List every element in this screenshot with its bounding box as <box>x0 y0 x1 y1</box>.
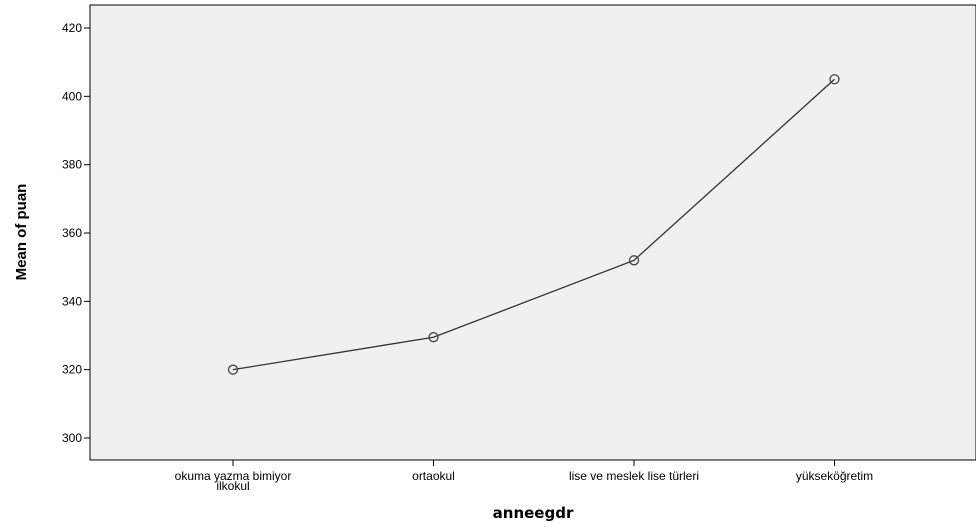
data-point-marker <box>628 255 640 266</box>
y-tick-label: 420 <box>62 21 82 35</box>
x-axis: okuma yazma bimiyor ilkokul ortaokul lise v… <box>175 460 873 493</box>
y-tick-label: 360 <box>62 226 82 240</box>
plot-area <box>89 4 976 461</box>
series-markers <box>227 74 840 375</box>
y-tick-label: 400 <box>62 89 82 103</box>
data-point-marker <box>227 364 239 375</box>
y-tick-label: 380 <box>62 158 82 172</box>
x-tick-label: lise ve meslek lise türleri <box>569 469 699 483</box>
y-tick-label: 340 <box>62 294 82 308</box>
y-tick-label: 300 <box>62 431 82 445</box>
x-tick-label: yükseköğretim <box>796 469 873 483</box>
series-line <box>232 78 835 371</box>
data-point-marker <box>428 332 439 343</box>
y-tick-label: 320 <box>62 363 82 377</box>
y-axis: 300 320 340 360 380 400 420 <box>62 21 90 445</box>
x-tick-label: ortaokul <box>412 469 455 483</box>
data-point-marker <box>829 74 840 85</box>
x-tick-label: okuma yazma bimiyor ilkokul <box>175 469 292 493</box>
x-axis-title: anneegdr <box>493 504 574 522</box>
y-axis-title: Mean of puan <box>13 184 30 281</box>
